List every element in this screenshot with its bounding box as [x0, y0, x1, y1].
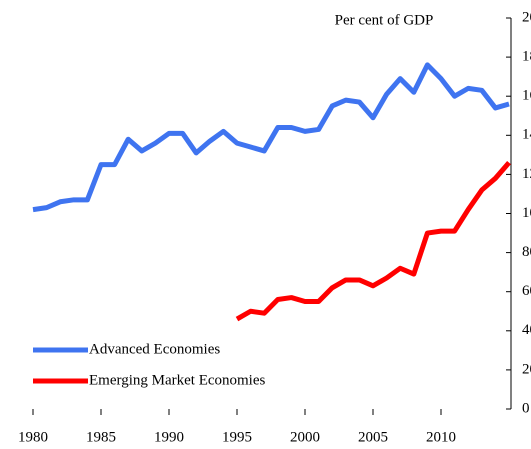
x-tick-label: 2010 — [426, 429, 456, 445]
y-tick-label: 0 — [522, 400, 530, 416]
y-tick-label: 40 — [522, 322, 531, 338]
legend-label: Advanced Economies — [89, 341, 220, 357]
x-tick-label: 1990 — [154, 429, 184, 445]
y-tick-label: 200 — [522, 9, 531, 25]
x-tick-label: 1980 — [18, 429, 48, 445]
x-tick-label: 2000 — [290, 429, 320, 445]
y-tick-label: 100 — [522, 205, 531, 221]
x-tick-label: 1995 — [222, 429, 252, 445]
line-series — [32, 62, 510, 213]
y-tick-label: 120 — [522, 166, 531, 182]
line-series — [235, 161, 511, 322]
y-tick-label: 80 — [522, 244, 531, 260]
y-tick-label: 60 — [522, 283, 531, 299]
y-tick-label: 180 — [522, 49, 531, 65]
x-tick-label: 1985 — [86, 429, 116, 445]
legend-label: Emerging Market Economies — [89, 372, 266, 388]
x-tick-label: 2005 — [358, 429, 388, 445]
y-axis-label: Per cent of GDP — [335, 12, 434, 28]
y-tick-label: 160 — [522, 88, 531, 104]
y-tick-label: 140 — [522, 127, 531, 143]
y-tick-label: 20 — [522, 361, 531, 377]
